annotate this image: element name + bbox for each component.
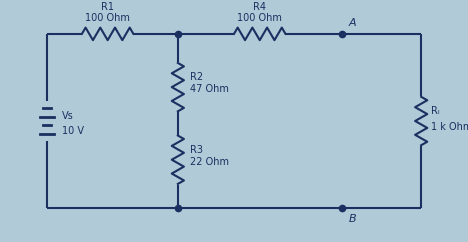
- Text: Vs: Vs: [62, 111, 73, 121]
- Text: R1
100 Ohm: R1 100 Ohm: [85, 2, 130, 23]
- Text: 10 V: 10 V: [62, 126, 84, 136]
- Text: 1 k Ohm: 1 k Ohm: [431, 122, 468, 132]
- Text: R2
47 Ohm: R2 47 Ohm: [190, 72, 228, 94]
- Text: A: A: [349, 18, 356, 28]
- Text: R3
22 Ohm: R3 22 Ohm: [190, 145, 228, 167]
- Text: Rₗ: Rₗ: [431, 106, 440, 116]
- Text: R4
100 Ohm: R4 100 Ohm: [237, 2, 282, 23]
- Text: B: B: [349, 214, 356, 224]
